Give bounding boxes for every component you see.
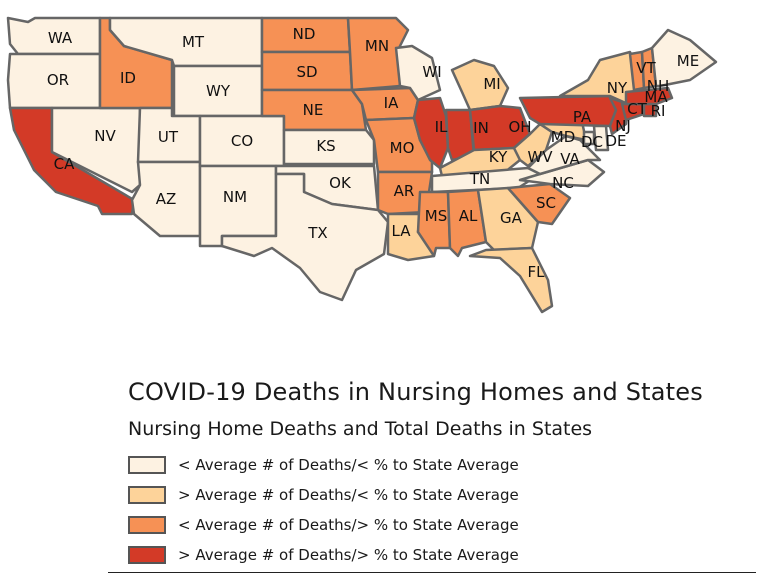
state-label-wa: WA xyxy=(48,29,73,47)
state-label-nj: NJ xyxy=(615,117,631,135)
legend-item-1: < Average # of Deaths/< % to State Avera… xyxy=(128,450,748,480)
state-label-or: OR xyxy=(47,71,69,89)
state-label-az: AZ xyxy=(156,190,177,208)
state-label-co: CO xyxy=(231,132,253,150)
state-label-ut: UT xyxy=(158,128,179,146)
legend-label-2: > Average # of Deaths/< % to State Avera… xyxy=(178,486,519,504)
state-label-ca: CA xyxy=(54,155,75,173)
state-wi xyxy=(394,44,442,102)
state-label-ct: CT xyxy=(627,100,647,118)
state-label-id: ID xyxy=(120,69,136,87)
legend-label-4: > Average # of Deaths/> % to State Avera… xyxy=(178,546,519,564)
legend-label-3: < Average # of Deaths/> % to State Avera… xyxy=(178,516,519,534)
state-label-la: LA xyxy=(392,222,412,240)
state-wv xyxy=(512,122,554,168)
state-mi xyxy=(450,58,510,112)
state-label-nd: ND xyxy=(293,25,316,43)
state-sc xyxy=(506,182,572,226)
state-label-sd: SD xyxy=(296,63,317,81)
state-label-sc: SC xyxy=(536,194,556,212)
state-label-tx: TX xyxy=(307,224,327,242)
state-fl xyxy=(468,246,554,314)
legend-item-4: > Average # of Deaths/> % to State Avera… xyxy=(128,540,748,570)
legend-label-1: < Average # of Deaths/< % to State Avera… xyxy=(178,456,519,474)
state-label-ok: OK xyxy=(329,174,352,192)
state-label-il: IL xyxy=(435,118,448,136)
state-label-al: AL xyxy=(459,207,478,225)
state-label-nv: NV xyxy=(94,127,116,145)
state-va xyxy=(526,134,602,176)
state-label-ms: MS xyxy=(425,207,447,225)
state-label-ky: KY xyxy=(489,148,508,166)
state-dc xyxy=(582,130,596,146)
legend-swatch-3 xyxy=(128,516,166,534)
state-pa xyxy=(518,94,618,128)
state-label-ma: MA xyxy=(644,88,668,106)
state-ma xyxy=(624,86,674,106)
state-label-oh: OH xyxy=(508,118,531,136)
state-label-ri: RI xyxy=(651,102,666,120)
legend: COVID-19 Deaths in Nursing Homes and Sta… xyxy=(128,378,748,570)
state-label-in: IN xyxy=(473,119,489,137)
legend-swatch-4 xyxy=(128,546,166,564)
state-label-ia: IA xyxy=(384,94,399,112)
state-label-pa: PA xyxy=(573,108,592,126)
legend-swatch-1 xyxy=(128,456,166,474)
state-label-vt: VT xyxy=(636,59,656,77)
state-label-va: VA xyxy=(560,150,580,168)
state-label-nh: NH xyxy=(647,77,670,95)
state-label-fl: FL xyxy=(528,263,546,281)
state-label-wi: WI xyxy=(422,63,441,81)
state-label-mn: MN xyxy=(365,37,389,55)
state-label-mo: MO xyxy=(390,139,415,157)
bottom-rule xyxy=(108,572,756,573)
state-label-wy: WY xyxy=(206,82,231,100)
us-states-map: WA OR CA NV ID MT WY UT AZ CO NM ND SD NE KS OK TX MN IA MO… xyxy=(6,16,718,314)
legend-item-3: < Average # of Deaths/> % to State Avera… xyxy=(128,510,748,540)
state-label-md: MD xyxy=(551,128,576,146)
state-label-ga: GA xyxy=(500,209,523,227)
state-label-de: DE xyxy=(605,132,626,150)
state-label-ne: NE xyxy=(303,101,324,119)
state-label-nm: NM xyxy=(223,188,247,206)
legend-item-2: > Average # of Deaths/< % to State Avera… xyxy=(128,480,748,510)
state-label-me: ME xyxy=(677,52,699,70)
state-me xyxy=(650,28,718,88)
state-label-ny: NY xyxy=(607,79,628,97)
state-label-tn: TN xyxy=(469,170,490,188)
state-tx xyxy=(220,172,390,302)
state-label-dc: DC xyxy=(581,133,603,151)
state-label-nc: NC xyxy=(552,174,574,192)
legend-title: COVID-19 Deaths in Nursing Homes and Sta… xyxy=(128,378,703,406)
state-nm xyxy=(198,164,278,248)
state-label-ks: KS xyxy=(316,137,335,155)
legend-swatch-2 xyxy=(128,486,166,504)
state-ks xyxy=(282,128,376,166)
state-label-wv: WV xyxy=(527,148,553,166)
state-label-mt: MT xyxy=(182,33,205,51)
state-label-ar: AR xyxy=(394,182,415,200)
legend-subtitle: Nursing Home Deaths and Total Deaths in … xyxy=(128,418,593,440)
state-label-mi: MI xyxy=(483,75,500,93)
